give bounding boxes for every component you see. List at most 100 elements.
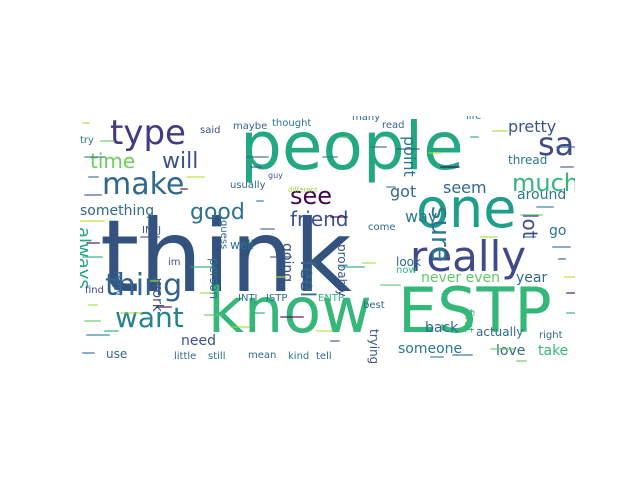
cloud-word-type: type: [110, 116, 186, 153]
cloud-word-intj: INTJ: [238, 293, 258, 304]
cloud-word-feel: feel: [296, 260, 320, 298]
cloud-small-word: [452, 354, 473, 356]
cloud-small-word: [260, 228, 275, 230]
cloud-word-first: first: [462, 309, 476, 333]
cloud-word-said: said: [200, 125, 221, 136]
cloud-small-word: [516, 360, 527, 362]
cloud-small-word: [520, 214, 543, 216]
cloud-small-word: [322, 156, 338, 158]
cloud-small-word: [556, 146, 575, 148]
cloud-small-word: [186, 176, 205, 178]
cloud-word-think: think: [100, 198, 352, 315]
cloud-small-word: [560, 166, 574, 168]
cloud-small-word: [340, 266, 365, 268]
cloud-small-word: [104, 330, 119, 332]
cloud-word-love: love: [496, 343, 526, 359]
cloud-word-mean: mean: [248, 350, 277, 361]
cloud-small-word: [84, 320, 101, 322]
cloud-small-word: [84, 156, 106, 158]
cloud-word-way: way: [405, 207, 438, 226]
cloud-word-thread: thread: [508, 153, 548, 167]
cloud-word-entp: ENTP: [318, 293, 344, 304]
cloud-word-guy: guy: [268, 171, 283, 180]
cloud-word-make: make: [102, 167, 185, 202]
cloud-small-word: [270, 256, 292, 258]
cloud-small-word: [86, 242, 100, 244]
cloud-small-word: [330, 216, 348, 218]
cloud-word-want: want: [115, 301, 184, 334]
cloud-small-word: [490, 348, 515, 350]
cloud-word-new: new: [111, 271, 125, 296]
cloud-word-friend: friend: [290, 207, 349, 231]
cloud-small-word: [470, 136, 479, 138]
cloud-small-word: [440, 166, 460, 168]
cloud-small-word: [150, 280, 159, 282]
cloud-word-kind: kind: [288, 351, 310, 362]
cloud-word-come: come: [368, 222, 396, 233]
cloud-word-find: find: [85, 285, 104, 296]
cloud-word-got: got: [390, 182, 417, 201]
cloud-word-seem: seem: [443, 178, 487, 197]
cloud-small-word: [88, 304, 98, 306]
cloud-word-always: always: [80, 227, 94, 290]
cloud-word-try: try: [80, 135, 94, 146]
cloud-word-probably: probably: [335, 244, 349, 297]
cloud-word-usually: usually: [230, 180, 266, 191]
cloud-word-pretty: pretty: [508, 117, 557, 136]
cloud-word-thought: thought: [272, 118, 312, 129]
cloud-word-people: people: [240, 116, 464, 185]
cloud-word-year: year: [516, 270, 548, 286]
word-cloud: think people know ESTP one really type make thin…: [80, 116, 575, 363]
cloud-small-word: [480, 236, 498, 238]
cloud-word-still: still: [208, 351, 226, 362]
cloud-word-will: will: [162, 149, 199, 174]
cloud-small-word: [252, 312, 265, 314]
cloud-small-word: [430, 356, 444, 358]
cloud-word-back: back: [425, 320, 459, 336]
cloud-small-word: [362, 262, 376, 264]
cloud-word-see: see: [290, 182, 333, 210]
cloud-word-istp: ISTP: [266, 293, 288, 304]
cloud-word-read: read: [382, 120, 405, 131]
cloud-small-word: [200, 292, 212, 294]
cloud-small-word: [82, 122, 90, 124]
cloud-word-best: best: [363, 300, 385, 311]
cloud-word-someone: someone: [398, 341, 463, 357]
cloud-word-point: point: [400, 135, 419, 177]
cloud-small-word: [330, 340, 340, 342]
cloud-small-word: [386, 186, 396, 188]
cloud-word-life: life: [466, 116, 482, 122]
cloud-word-maybe: maybe: [233, 121, 268, 132]
cloud-small-word: [230, 326, 250, 328]
cloud-small-word: [536, 206, 554, 208]
cloud-word-use: use: [106, 347, 128, 361]
cloud-word-right: right: [539, 330, 563, 341]
cloud-word-never-even: never even: [421, 270, 500, 286]
cloud-word-infj: INFJ: [142, 225, 162, 236]
cloud-word-good: good: [190, 200, 245, 225]
cloud-word-many: many: [352, 116, 381, 123]
cloud-word-go: go: [549, 223, 567, 239]
cloud-word-really: really: [410, 232, 527, 281]
cloud-word-thing: thing: [105, 268, 183, 303]
cloud-small-word: [256, 200, 264, 202]
cloud-word-different: different: [288, 186, 318, 194]
cloud-small-word: [82, 256, 103, 258]
cloud-word-something: something: [80, 203, 155, 219]
cloud-word-lot: lot: [518, 213, 542, 239]
cloud-word-time: time: [90, 149, 136, 173]
cloud-small-word: [340, 136, 349, 138]
cloud-small-word: [566, 312, 575, 314]
cloud-small-word: [250, 166, 262, 168]
cloud-small-word: [566, 292, 575, 294]
cloud-small-word: [88, 176, 99, 178]
cloud-small-word: [204, 314, 223, 316]
cloud-small-word: [82, 352, 95, 354]
cloud-small-word: [558, 258, 566, 260]
cloud-word-estp: ESTP: [398, 274, 552, 347]
cloud-small-word: [492, 130, 508, 132]
cloud-word-look: look: [396, 255, 421, 269]
cloud-small-word: [524, 236, 536, 238]
cloud-small-word: [140, 236, 160, 238]
